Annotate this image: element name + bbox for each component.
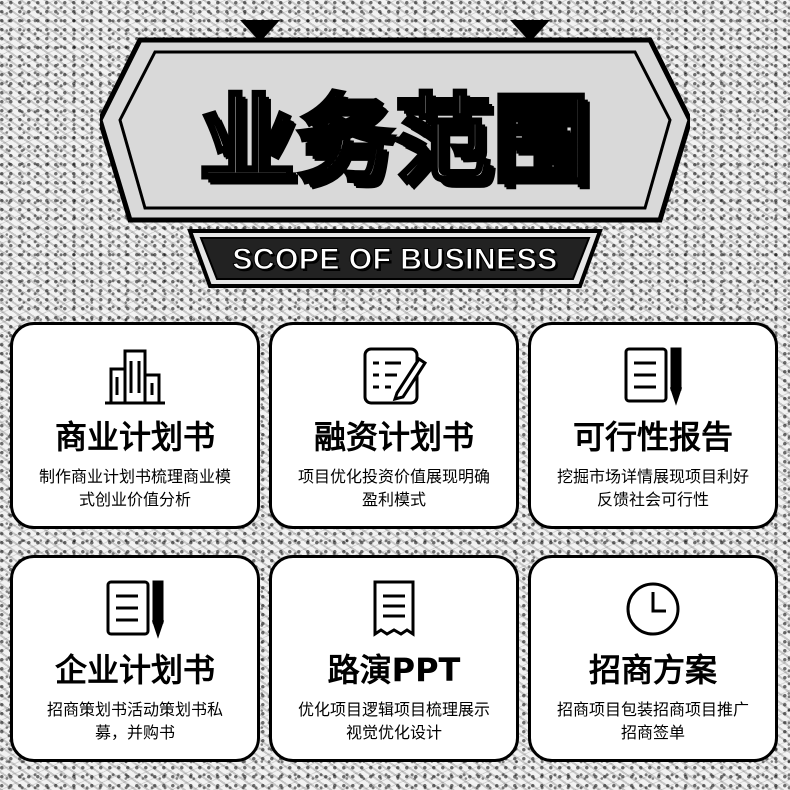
card-title: 招商方案 xyxy=(588,651,717,689)
document-pen-icon xyxy=(13,578,257,640)
title-banner: 业务范围 xyxy=(100,20,690,225)
card-description: 招商项目包装招商项目推广招商签单 xyxy=(556,700,749,743)
card-description: 招商策划书活动策划书私募，并购书 xyxy=(46,700,223,743)
card-title: 路演PPT xyxy=(327,651,461,689)
card-description: 优化项目逻辑项目梳理展示视觉优化设计 xyxy=(297,700,490,743)
service-card-feasibility-report[interactable]: 可行性报告 挖掘市场详情展现项目利好反馈社会可行性 xyxy=(528,322,778,529)
service-card-investment-plan[interactable]: 招商方案 招商项目包装招商项目推广招商签单 xyxy=(528,555,778,762)
service-card-business-plan[interactable]: 商业计划书 制作商业计划书梳理商业模式创业价值分析 xyxy=(10,322,260,529)
subtitle-plate: SCOPE OF BUSINESS xyxy=(185,226,605,294)
card-description: 项目优化投资价值展现明确盈利模式 xyxy=(297,467,490,510)
service-card-roadshow-ppt[interactable]: 路演PPT 优化项目逻辑项目梳理展示视觉优化设计 xyxy=(269,555,519,762)
banner-frame xyxy=(100,20,690,223)
service-card-enterprise-plan[interactable]: 企业计划书 招商策划书活动策划书私募，并购书 xyxy=(10,555,260,762)
page-subtitle: SCOPE OF BUSINESS xyxy=(232,243,558,277)
card-title: 可行性报告 xyxy=(572,418,733,456)
receipt-icon xyxy=(272,578,516,640)
card-description: 挖掘市场详情展现项目利好反馈社会可行性 xyxy=(556,467,749,510)
service-card-financing-plan[interactable]: 融资计划书 项目优化投资价值展现明确盈利模式 xyxy=(269,322,519,529)
card-description: 制作商业计划书梳理商业模式创业价值分析 xyxy=(38,467,231,510)
page-title: 业务范围 xyxy=(197,84,591,196)
document-pen-icon xyxy=(531,345,775,407)
building-icon xyxy=(13,345,257,407)
clock-icon xyxy=(531,578,775,640)
card-title: 融资计划书 xyxy=(313,418,474,456)
edit-document-icon xyxy=(272,345,516,407)
card-title: 商业计划书 xyxy=(54,418,215,456)
card-title: 企业计划书 xyxy=(54,651,215,689)
